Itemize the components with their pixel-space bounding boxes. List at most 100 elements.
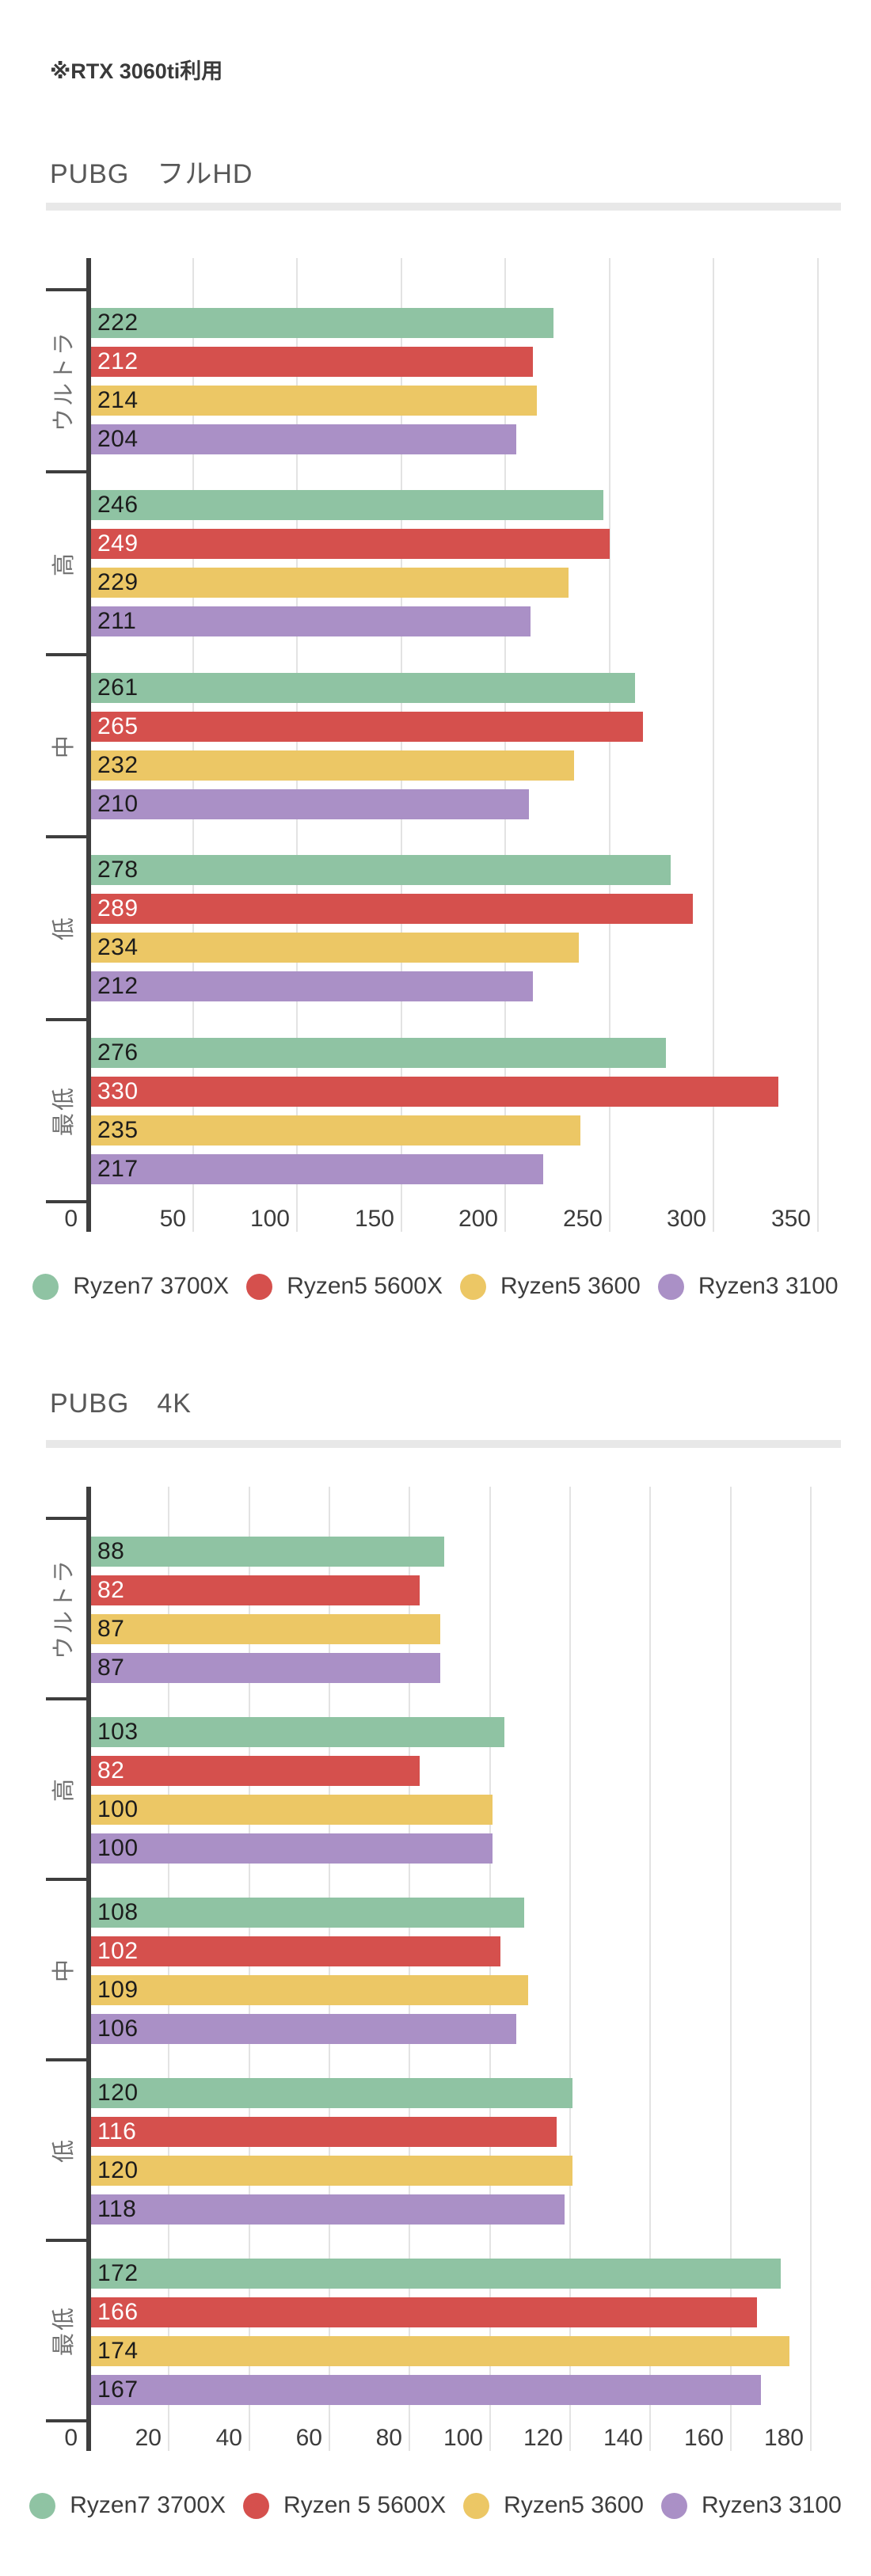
chart-title: PUBG 4K: [50, 1389, 192, 1419]
x-axis-tick-label: 0: [64, 1206, 78, 1232]
legend: Ryzen7 3700X Ryzen 5 5600X Ryzen5 3600 Ryze…: [0, 2490, 871, 2521]
x-axis-tick-label: 120: [523, 2425, 563, 2451]
x-axis-tick-label: 250: [562, 1206, 603, 1232]
bar-value-label: 276: [97, 1039, 139, 1066]
bar: 222: [91, 308, 553, 338]
bar: 235: [91, 1115, 580, 1146]
bar: 278: [91, 855, 671, 885]
gridline: [489, 1487, 491, 2451]
bar: 289: [91, 894, 693, 924]
legend-item: Ryzen5 5600X: [246, 1273, 443, 1300]
x-axis-tick-label: 140: [603, 2425, 643, 2451]
category-tick: [46, 835, 86, 838]
title-divider: [46, 203, 841, 211]
legend-label: Ryzen5 3600: [500, 1273, 641, 1299]
bar: 174: [91, 2336, 789, 2366]
title-divider: [46, 1440, 841, 1448]
category-tick: [46, 288, 86, 291]
category-tick: [46, 2058, 86, 2061]
bar: 212: [91, 971, 533, 1001]
bar: 100: [91, 1795, 493, 1825]
bar: 88: [91, 1537, 444, 1567]
bar: 249: [91, 529, 610, 559]
x-axis-tick-label: 150: [354, 1206, 394, 1232]
category-label: 最低: [51, 2304, 77, 2357]
bar: 102: [91, 1936, 500, 1966]
legend-marker-circle: [460, 1273, 487, 1300]
bar-value-label: 167: [97, 2377, 139, 2403]
gridline: [401, 258, 402, 1232]
category-label: 低: [51, 2137, 77, 2164]
bar: 229: [91, 568, 569, 598]
gridline: [192, 258, 194, 1232]
legend-marker-circle: [246, 1273, 273, 1300]
legend-marker-circle: [32, 1273, 59, 1300]
bar-value-label: 235: [97, 1117, 139, 1143]
bar-value-label: 100: [97, 1796, 139, 1822]
bar: 166: [91, 2297, 757, 2327]
bar: 211: [91, 606, 531, 636]
bar-value-label: 118: [97, 2196, 137, 2222]
bar-value-label: 166: [97, 2299, 139, 2325]
bar-value-label: 82: [97, 1757, 125, 1784]
legend-marker-circle: [463, 2492, 490, 2519]
gridline: [329, 1487, 330, 2451]
gridline: [569, 1487, 571, 2451]
bar-value-label: 172: [97, 2260, 139, 2286]
bar: 212: [91, 347, 533, 377]
gridline: [609, 258, 610, 1232]
x-axis-tick-label: 350: [770, 1206, 811, 1232]
category-tick: [46, 1878, 86, 1881]
category-label: 高: [51, 1776, 77, 1803]
y-axis-line: [86, 258, 91, 1232]
legend-label: Ryzen5 5600X: [287, 1273, 443, 1299]
legend-label: Ryzen5 3600: [504, 2492, 644, 2518]
bar-value-label: 82: [97, 1577, 125, 1603]
gridline: [168, 1487, 169, 2451]
gridline: [730, 1487, 732, 2451]
legend-marker-circle: [660, 2492, 687, 2519]
bar: 108: [91, 1898, 524, 1928]
bar: 234: [91, 933, 579, 963]
bar-value-label: 210: [97, 791, 139, 817]
bar: 330: [91, 1077, 778, 1107]
bar: 276: [91, 1038, 666, 1068]
category-tick: [46, 470, 86, 473]
bar-value-label: 100: [97, 1835, 139, 1861]
bar: 103: [91, 1717, 504, 1747]
legend-item: Ryzen5 3600: [460, 1273, 641, 1300]
bar-value-label: 116: [97, 2118, 137, 2145]
category-label: ウルトラ: [51, 1557, 77, 1660]
legend-label: Ryzen7 3700X: [70, 2492, 226, 2518]
bar-value-label: 88: [97, 1538, 125, 1564]
category-tick: [46, 2239, 86, 2242]
bar-value-label: 278: [97, 857, 139, 883]
category-label: 中: [51, 1956, 77, 1983]
bar: 261: [91, 673, 635, 703]
bar: 232: [91, 750, 574, 781]
y-axis-line: [86, 1487, 91, 2451]
bar: 109: [91, 1975, 528, 2005]
legend-marker-circle: [657, 1273, 684, 1300]
bar-value-label: 211: [97, 608, 137, 634]
bar-value-label: 249: [97, 530, 139, 557]
bar-value-label: 106: [97, 2016, 139, 2042]
bar-value-label: 222: [97, 310, 139, 336]
bar-value-label: 103: [97, 1719, 139, 1745]
x-axis-tick-label: 80: [375, 2425, 402, 2451]
bar-value-label: 109: [97, 1977, 139, 2003]
bar: 120: [91, 2156, 572, 2186]
x-axis-tick-label: 50: [159, 1206, 186, 1232]
category-tick: [46, 1018, 86, 1021]
legend-item: Ryzen7 3700X: [32, 1273, 229, 1300]
x-axis-tick-label: 0: [64, 2425, 78, 2451]
bar: 214: [91, 386, 537, 416]
legend-label: Ryzen3 3100: [701, 2492, 842, 2518]
x-axis-tick-label: 60: [295, 2425, 322, 2451]
bar-value-label: 212: [97, 348, 139, 374]
category-tick: [46, 2419, 86, 2422]
bar-value-label: 108: [97, 1899, 139, 1925]
bar-value-label: 120: [97, 2080, 139, 2106]
bar-value-label: 265: [97, 713, 139, 739]
bar: 217: [91, 1154, 543, 1184]
